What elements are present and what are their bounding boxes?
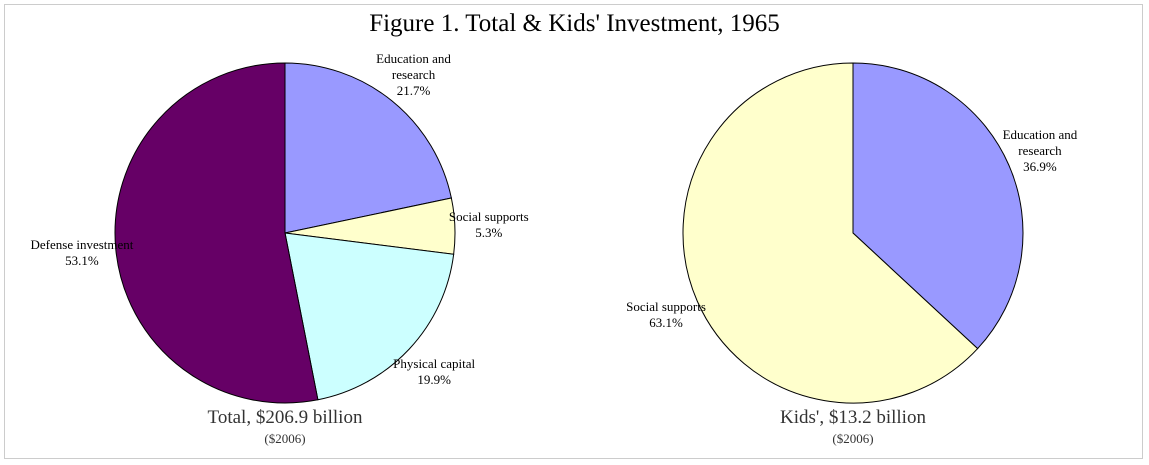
- slice-label: Education and research 36.9%: [980, 127, 1100, 175]
- slice-label: Education and research 21.7%: [354, 51, 474, 99]
- chart-title: Figure 1. Total & Kids' Investment, 1965: [369, 10, 780, 37]
- slice-value-label: 19.9%: [417, 372, 451, 388]
- slice-label: Defense investment 53.1%: [22, 237, 142, 269]
- slice-category: Education and research: [376, 50, 451, 82]
- slice-category: Education and research: [1002, 127, 1078, 159]
- slice-value-label: 5.3%: [475, 224, 503, 240]
- pie-slice: [682, 62, 979, 404]
- frame: [4, 4, 1143, 459]
- chart-caption: Kids', $13.2 billion: [780, 407, 926, 428]
- pie-slice: [114, 62, 319, 404]
- slice-label: Social supports 63.1%: [606, 299, 726, 331]
- slice-value-label: 36.9%: [1023, 159, 1057, 175]
- chart-subcaption: ($2006): [264, 431, 306, 446]
- slice-category: Social supports: [626, 298, 706, 314]
- pie-slice: [284, 62, 452, 234]
- chart-subcaption: ($2006): [832, 431, 874, 446]
- pie-slice: [284, 232, 455, 401]
- slice-value-label: 53.1%: [65, 252, 99, 268]
- slice-label: Physical capital 19.9%: [374, 356, 494, 388]
- slice-category: Social supports: [448, 208, 529, 224]
- slice-label: Social supports 5.3%: [429, 209, 549, 241]
- slice-value-label: 63.1%: [649, 314, 683, 330]
- chart-caption: Total, $206.9 billion: [207, 407, 363, 428]
- pie-slice: [852, 62, 1024, 350]
- slice-category: Defense investment: [30, 236, 134, 252]
- slice-value-label: 21.7%: [396, 82, 431, 98]
- slice-category: Physical capital: [393, 356, 476, 372]
